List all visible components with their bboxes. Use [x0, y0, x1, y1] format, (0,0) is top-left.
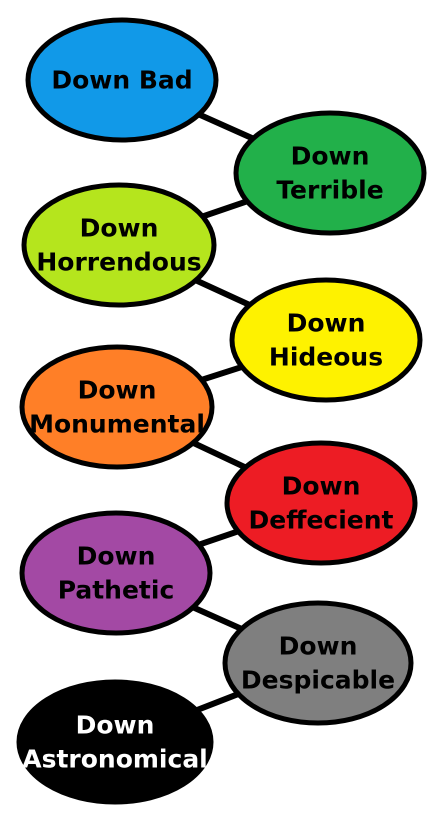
node-down-despicable: Down Despicable: [222, 600, 414, 726]
node-label: Down: [279, 632, 358, 661]
node-ellipse: [16, 679, 214, 805]
node-ellipse: [25, 17, 219, 143]
node-label: Despicable: [241, 666, 395, 695]
node-down-horrendous: Down Horrendous: [21, 182, 217, 308]
node-ellipse: [21, 182, 217, 308]
node-label: Terrible: [276, 176, 383, 205]
node-label: Hideous: [269, 343, 383, 372]
node-label: Horrendous: [36, 248, 201, 277]
node-ellipse: [19, 344, 215, 470]
node-label: Deffecient: [248, 506, 393, 535]
node-ellipse: [233, 110, 427, 236]
node-ellipse: [224, 440, 418, 566]
node-label: Astronomical: [22, 745, 208, 774]
node-label: Down Bad: [51, 66, 192, 95]
node-down-bad: Down Bad: [25, 17, 219, 143]
node-ellipse: [19, 510, 213, 636]
node-down-terrible: Down Terrible: [233, 110, 427, 236]
node-label: Down: [282, 472, 361, 501]
node-label: Pathetic: [58, 576, 175, 605]
node-label: Down: [287, 309, 366, 338]
node-label: Down: [76, 711, 155, 740]
node-label: Down: [291, 142, 370, 171]
node-label: Down: [78, 376, 157, 405]
node-down-monumental: Down Monumental: [19, 344, 215, 470]
nodes: Down Bad Down Terrible Down Horrendous Down Hi…: [16, 17, 427, 805]
node-label: Down: [80, 214, 159, 243]
node-ellipse: [229, 277, 423, 403]
node-down-hideous: Down Hideous: [229, 277, 423, 403]
node-label: Down: [77, 542, 156, 571]
node-ellipse: [222, 600, 414, 726]
node-down-pathetic: Down Pathetic: [19, 510, 213, 636]
node-down-deffecient: Down Deffecient: [224, 440, 418, 566]
node-down-astronomical: Down Astronomical: [16, 679, 214, 805]
node-label: Monumental: [29, 410, 205, 439]
